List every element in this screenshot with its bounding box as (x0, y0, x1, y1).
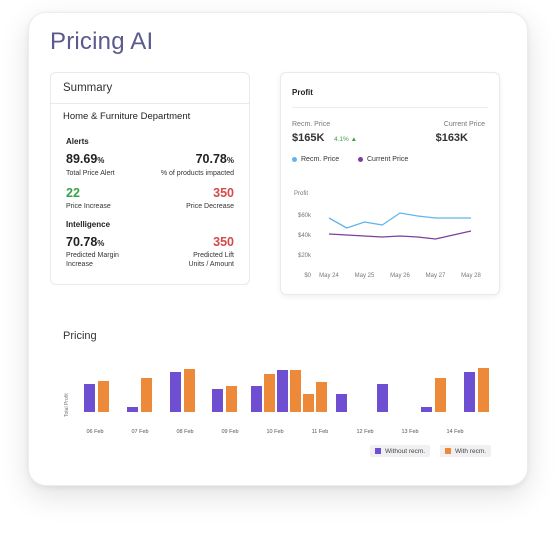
bar-x-tick-label: 13 Feb (401, 429, 418, 435)
predicted-margin-label: Predicted Margin Increase (66, 252, 119, 268)
without-recm-swatch-icon (375, 448, 381, 454)
profit-title: Profit (292, 88, 313, 97)
bar-with-recm (303, 394, 314, 412)
price-increase-label: Price Increase (66, 203, 111, 210)
price-decrease-value: 350 (213, 186, 234, 200)
recm-change-badge: 4.1% ▲ (334, 136, 358, 143)
pricing-bar-chart: Total Profit 06 Feb 07 Feb 08 Feb 09 Feb 10 F… (64, 368, 489, 435)
line-x-tick-label: May 27 (426, 273, 446, 279)
current-price-value: $163K (435, 132, 468, 144)
line-x-tick-label: May 25 (355, 273, 375, 279)
bar-without-recm (170, 372, 181, 412)
bar-without-recm (277, 370, 288, 412)
bar-with-recm (98, 381, 109, 412)
bar-x-tick-label: 09 Feb (221, 429, 238, 435)
bar-with-recm (141, 378, 152, 412)
line-x-tick-label: May 28 (461, 273, 481, 279)
alerts-heading: Alerts (66, 137, 89, 146)
line-y-tick-label: $20k (298, 253, 312, 259)
products-impacted-label: % of products impacted (160, 170, 234, 177)
bar-x-tick-label: 10 Feb (266, 429, 283, 435)
profit-panel: Profit Recm. Price $165K 4.1% ▲ Current … (280, 72, 500, 295)
legend-recm-dot-icon (292, 157, 297, 162)
bar-without-recm (336, 394, 347, 412)
summary-header: Summary (51, 73, 249, 104)
bar-with-recm (226, 386, 237, 412)
bar-without-recm (127, 407, 138, 412)
bar-x-tick-label: 11 Feb (312, 429, 329, 435)
line-y-tick-label: $40k (298, 233, 312, 239)
department-label: Home & Furniture Department (63, 111, 191, 122)
bar-with-recm (478, 368, 489, 412)
bar-without-recm (464, 372, 475, 412)
bar-without-recm (84, 384, 95, 412)
bar-x-tick-label: 12 Feb (356, 429, 373, 435)
bar-with-recm (435, 378, 446, 412)
recm-price-value: $165K (292, 132, 325, 144)
bar-x-tick-label: 06 Feb (86, 429, 103, 435)
price-decrease-label: Price Decrease (186, 203, 234, 210)
line-x-tick-label: May 26 (390, 273, 410, 279)
bar-x-tick-label: 14 Feb (446, 429, 463, 435)
products-impacted-value: 70.78% (195, 152, 234, 166)
bar-without-recm (377, 384, 388, 412)
with-recm-swatch-icon (445, 448, 451, 454)
total-price-alert-label: Total Price Alert (66, 170, 115, 177)
line-series-current-price (328, 230, 472, 240)
bar-with-recm (290, 370, 301, 412)
bar-x-tick-label: 07 Feb (131, 429, 148, 435)
bar-without-recm (251, 386, 262, 412)
total-price-alert-value: 89.69% (66, 152, 105, 166)
bar-y-axis-label: Total Profit (64, 393, 70, 417)
line-x-tick-label: May 24 (319, 273, 339, 279)
arrow-up-icon: ▲ (350, 136, 358, 143)
recm-price-label: Recm. Price (292, 121, 331, 128)
profit-divider (292, 107, 488, 108)
legend-recm: Recm. Price (292, 156, 339, 163)
line-y-tick-label: $60k (298, 213, 312, 219)
profit-line-chart: Profit $0 $20k $40k $60k May 24 May 25 May 26 Ma… (294, 191, 481, 279)
bar-with-recm (184, 369, 195, 412)
line-y-axis-label: Profit (294, 191, 308, 197)
legend-current-dot-icon (358, 157, 363, 162)
bar-with-recm (316, 382, 327, 412)
legend-with-recm: With recm. (440, 445, 492, 457)
intelligence-heading: Intelligence (66, 220, 111, 229)
price-increase-value: 22 (66, 186, 80, 200)
summary-title: Summary (63, 82, 113, 94)
bar-x-tick-label: 08 Feb (176, 429, 193, 435)
pricing-title: Pricing (63, 330, 97, 342)
current-price-label: Current Price (443, 121, 485, 128)
predicted-lift-label: Predicted Lift Units / Amount (188, 252, 234, 268)
line-y-tick-label: $0 (304, 273, 311, 279)
predicted-margin-value: 70.78% (66, 235, 105, 249)
legend-without-recm: Without recm. (370, 445, 431, 457)
summary-panel: Summary Home & Furniture Department Aler… (50, 72, 250, 285)
legend-current: Current Price (358, 156, 408, 163)
page-title: Pricing AI (50, 28, 154, 55)
bar-without-recm (212, 389, 223, 412)
line-series-recm-price (328, 212, 471, 229)
predicted-lift-value: 350 (213, 235, 234, 249)
bar-without-recm (421, 407, 432, 412)
bar-with-recm (264, 374, 275, 412)
